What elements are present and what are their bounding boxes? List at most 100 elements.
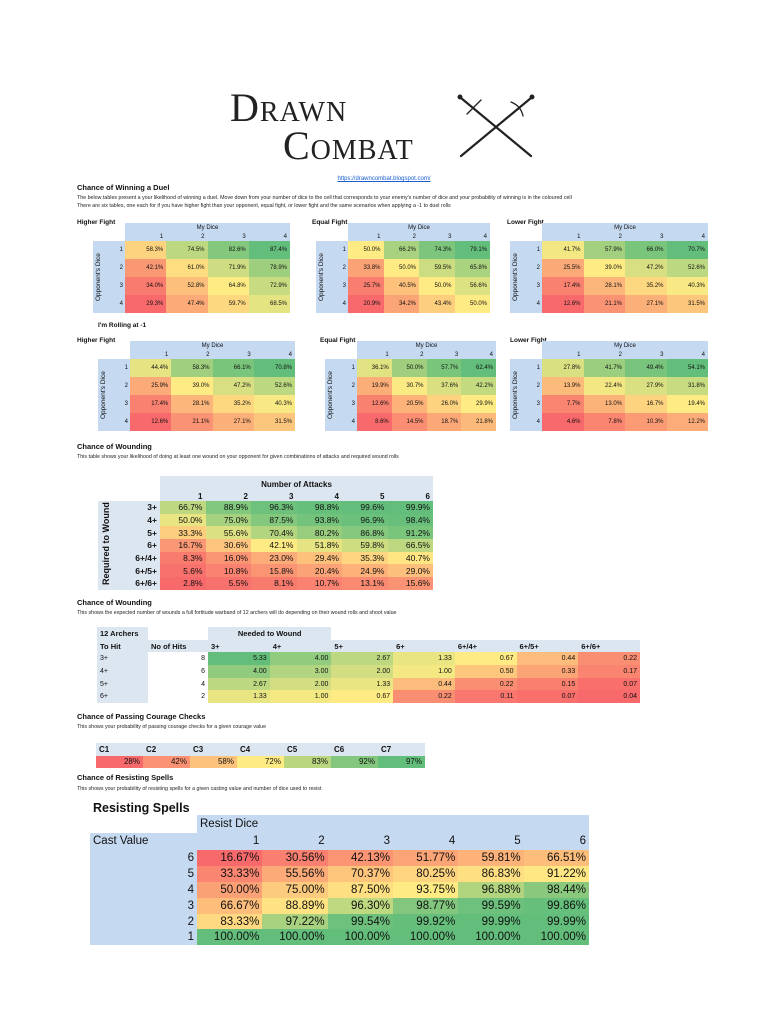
blank	[93, 232, 125, 241]
blank	[98, 341, 130, 350]
table-row: My Dice	[510, 223, 708, 232]
opponent-dice-row-label: 2	[351, 383, 355, 389]
duel-probability-cell: 31.8%	[666, 377, 708, 395]
dice-col-header: 2	[391, 350, 427, 359]
wound-probability-cell: 8.1%	[251, 577, 297, 590]
duel-probability-cell: 82.6%	[207, 241, 249, 259]
wound-col-header: 5+	[331, 639, 394, 653]
archers-description: This shows the expected number of wounds…	[77, 610, 397, 616]
wound-probability-cell: 50.0%	[160, 513, 206, 527]
attacks-col-header: 2	[205, 492, 251, 501]
to-hit-label: 4+	[97, 665, 148, 678]
wound-probability-cell: 42.1%	[251, 539, 297, 552]
expected-wounds-cell: 1.33	[331, 677, 394, 691]
hits-value: 8	[201, 655, 205, 663]
resist-probability-cell: 98.77%	[392, 897, 459, 914]
duel-probability-cell: 44.4%	[130, 359, 172, 377]
duel-probability-cell: 12.6%	[130, 413, 172, 431]
table-row: C1 C2 C3 C4 C5 C6 C7	[96, 743, 425, 756]
wound-probability-cell: 86.8%	[342, 526, 388, 540]
duel-probability-cell: 20.5%	[391, 395, 427, 413]
wound-probability-cell: 13.1%	[342, 577, 388, 590]
dice-col-header: 2	[383, 232, 419, 241]
table-row: Opponent's Dice 1 2 3 4 58.3% 74.5% 82.6% 87.4%	[93, 241, 290, 313]
attacks-col-header: 3	[251, 492, 297, 501]
wound-probability-cell: 91.2%	[387, 526, 433, 540]
dice-col-header: 3	[419, 232, 455, 241]
duel-probability-cell: 28.1%	[171, 395, 213, 413]
resist-probability-cell: 93.75%	[392, 881, 459, 898]
duel-probability-cell: 30.7%	[391, 377, 427, 395]
expected-wounds-cell: 1.00	[393, 665, 455, 678]
duel-table-label: Equal Fight	[312, 219, 348, 226]
dice-col-header: 3	[207, 232, 249, 241]
opponent-dice-label: Opponent's Dice	[512, 253, 519, 301]
wound-probability-cell: 88.9%	[205, 501, 251, 514]
duel-probability-cell: 37.6%	[426, 377, 462, 395]
logo-line-1: Drawn	[230, 85, 348, 130]
wounding-table: Number of Attacks 1 2 3 4 5 6 Required to Wound…	[98, 476, 433, 590]
duel-probability-cell: 40.5%	[383, 277, 419, 295]
table-row: 17.4% 28.1% 35.2% 40.3%	[98, 395, 295, 413]
blank	[98, 350, 130, 359]
wound-col-header: 6+/5+	[516, 639, 579, 653]
duel-probability-cell: 68.5%	[248, 295, 290, 313]
blank	[325, 350, 357, 359]
no-of-hits-header: No of Hits	[148, 639, 208, 653]
duel-probability-cell: 21.1%	[583, 295, 625, 313]
required-to-wound-header: Required to Wound	[98, 501, 129, 590]
cast-value-label: 1	[90, 929, 197, 946]
resist-probability-cell: 86.83%	[458, 865, 524, 882]
wound-probability-cell: 16.0%	[205, 551, 251, 565]
duel-probability-cell: 10.3%	[625, 413, 667, 431]
expected-wounds-cell: 3.00	[269, 665, 332, 678]
opponent-dice-row-label: 3	[536, 401, 540, 407]
wound-roll-label: 4+	[129, 513, 160, 527]
dice-col-header: 3	[625, 232, 667, 241]
resist-probability-cell: 100.00%	[327, 929, 393, 946]
wound-probability-cell: 10.8%	[205, 564, 251, 578]
duel-probability-cell: 47.2%	[212, 377, 254, 395]
wound-probability-cell: 20.4%	[296, 564, 342, 578]
expected-wounds-cell: 0.15	[516, 677, 579, 691]
opponent-dice-label: Opponent's Dice	[318, 253, 325, 301]
duel-probability-cell: 41.7%	[542, 241, 584, 259]
table-row: Required to Wound 3+ 66.7% 88.9% 96.3% 98.8% 9…	[98, 501, 433, 590]
table-row: 42.1% 61.0% 71.9% 78.9%	[93, 259, 290, 277]
expected-wounds-cell: 0.07	[578, 677, 640, 691]
resisting-spells-table: Resist Dice Cast Value 1 2 3 4 5 6 6 16.67% 30.56%…	[90, 815, 589, 946]
table-row: Opponent's Dice 1 2 3 4 27.8% 41.7% 49.4% 54.1%	[510, 359, 708, 431]
table-row: My Dice	[316, 223, 490, 232]
blog-link[interactable]: https://drawncombat.blogspot.com/	[337, 176, 431, 182]
duel-table: My Dice 1 2 3 4 Opponent's Dice 1 2 3 4 58.3% 74.5%…	[93, 223, 290, 313]
courage-col-header: C5	[284, 743, 331, 756]
opponent-dice-row-label: 2	[119, 265, 123, 271]
resist-probability-cell: 100.00%	[523, 929, 589, 946]
courage-probability-cell: 83%	[284, 755, 331, 768]
table-row: Cast Value 1 2 3 4 5 6	[90, 832, 589, 850]
resist-dice-col-header: 2	[262, 832, 328, 850]
duel-probability-cell: 12.6%	[542, 295, 584, 313]
resist-probability-cell: 83.33%	[197, 913, 263, 930]
resist-dice-col-header: 6	[523, 832, 589, 850]
table-row: 6+/6+ 2.8% 5.5% 8.1% 10.7% 13.1% 15.6%	[98, 577, 433, 590]
duel-probability-cell: 19.4%	[666, 395, 708, 413]
archers-section-title: Chance of Wounding	[77, 598, 152, 607]
courage-col-header: C1	[96, 743, 143, 756]
opponent-dice-row-label: 3	[342, 283, 346, 289]
opponent-dice-label: Opponent's Dice	[512, 371, 519, 419]
archers-corner: 12 Archers	[97, 627, 148, 640]
dice-col-header: 4	[248, 232, 290, 241]
duel-probability-cell: 57.7%	[426, 359, 462, 377]
dice-col-header: 3	[212, 350, 254, 359]
opponent-dice-label: Opponent's Dice	[95, 253, 102, 301]
table-row: My Dice	[325, 341, 496, 350]
wound-roll-label: 5+	[129, 526, 160, 540]
duel-probability-cell: 79.1%	[454, 241, 490, 259]
duel-probability-cell: 7.8%	[583, 413, 625, 431]
duel-probability-cell: 14.5%	[391, 413, 427, 431]
wound-probability-cell: 70.4%	[251, 526, 297, 540]
expected-wounds-cell: 0.67	[331, 690, 394, 704]
table-row: 5+ 33.3% 55.6% 70.4% 80.2% 86.8% 91.2%	[98, 526, 433, 540]
table-row: 5 33.33% 55.56% 70.37% 80.25% 86.83% 91.22%	[90, 865, 589, 882]
